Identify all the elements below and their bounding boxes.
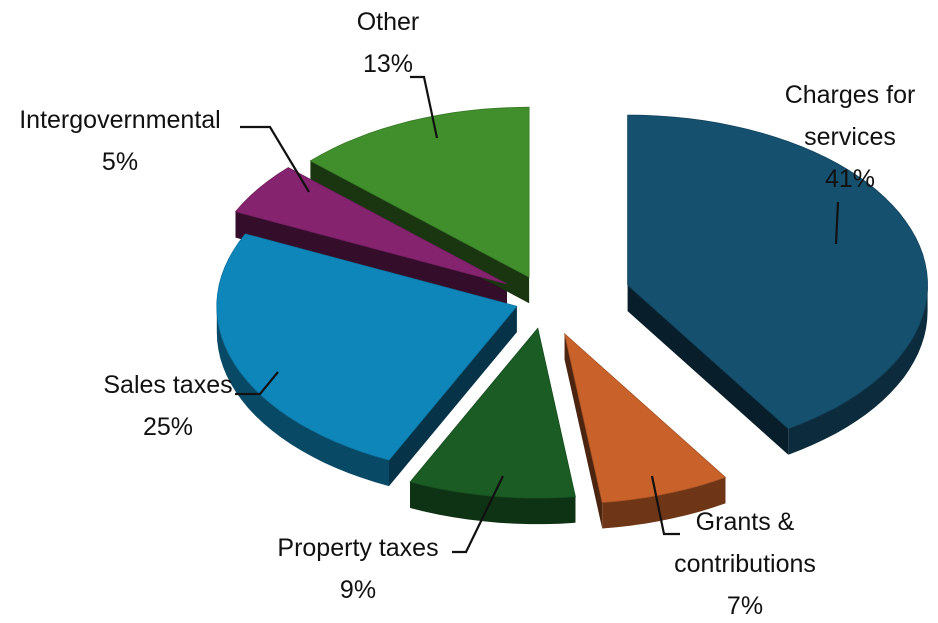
charges-for-services-label-line: Charges for <box>785 81 916 109</box>
grants-contributions-label: Grants & contributions 7% <box>674 508 816 620</box>
sales-taxes-leader-line <box>235 371 279 396</box>
grants-contributions-slice <box>563 332 727 503</box>
grants-contributions-rim <box>602 477 726 529</box>
sales-taxes-rim <box>216 306 389 487</box>
charges-for-services-percent: 41% <box>825 165 875 193</box>
grants-contributions-leader-line <box>650 475 680 536</box>
charges-for-services-rim <box>788 285 928 455</box>
slice-labels: Charges for services 41% Grants & contributi… <box>19 8 915 620</box>
property-taxes-rim <box>410 482 576 525</box>
property-taxes-slice <box>409 327 576 499</box>
other-label-line: Other <box>357 8 420 36</box>
intergovernmental-slice <box>234 167 508 285</box>
property-taxes-percent: 9% <box>340 576 376 604</box>
intergovernmental-percent: 5% <box>102 148 138 176</box>
charges-for-services-side-wall-2 <box>627 285 789 455</box>
other-label: Other 13% <box>357 8 420 78</box>
sales-taxes-side-wall-1 <box>389 306 517 487</box>
grants-contributions-percent: 7% <box>727 592 763 620</box>
property-taxes-label-line: Property taxes <box>277 534 438 562</box>
charges-for-services-label: Charges for services 41% <box>785 81 916 193</box>
slice-top-layer <box>216 106 928 503</box>
charges-for-services-label-line: services <box>804 123 896 151</box>
leader-lines <box>235 75 840 554</box>
other-percent: 13% <box>363 50 413 78</box>
intergovernmental-leader-line <box>240 125 310 193</box>
property-taxes-label: Property taxes 9% <box>277 534 438 604</box>
grants-contributions-label-line: Grants & <box>696 508 795 536</box>
intergovernmental-label: Intergovernmental 5% <box>19 106 221 176</box>
charges-for-services-slice <box>627 114 928 430</box>
other-leader-line <box>410 75 439 139</box>
grants-contributions-side-wall-2 <box>564 333 603 529</box>
sales-taxes-slice <box>216 233 518 461</box>
sales-taxes-percent: 25% <box>143 413 193 441</box>
grants-contributions-label-line: contributions <box>674 550 816 578</box>
charges-for-services-leader-line <box>834 201 840 245</box>
property-taxes-leader-line <box>452 475 504 554</box>
intergovernmental-label-line: Intergovernmental <box>19 106 221 134</box>
other-slice <box>309 106 530 278</box>
sales-taxes-label-line: Sales taxes <box>103 371 232 399</box>
sales-taxes-label: Sales taxes 25% <box>103 371 232 441</box>
